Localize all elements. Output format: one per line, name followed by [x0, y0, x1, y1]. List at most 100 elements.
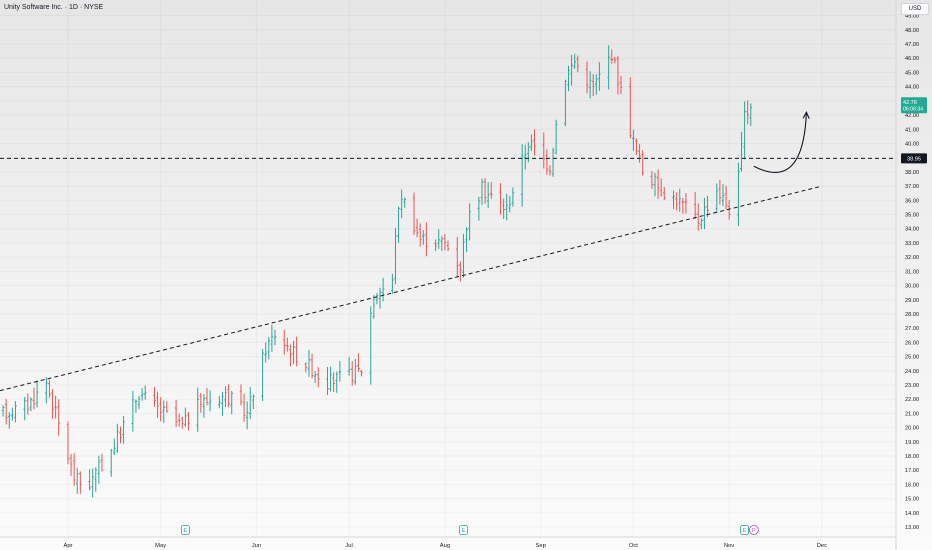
- ohlc-bar: [329, 366, 332, 392]
- ohlc-bar: [51, 389, 54, 419]
- ohlc-bar: [749, 103, 753, 126]
- price-tick-label: 27.00: [905, 326, 919, 332]
- price-tick-label: 45.00: [905, 70, 919, 76]
- price-tick-label: 24.00: [905, 369, 919, 375]
- ohlc-bar: [316, 367, 320, 388]
- ohlc-bar: [375, 293, 379, 305]
- ohlc-bar: [480, 178, 484, 205]
- ohlc-bar: [446, 240, 450, 251]
- price-tick-label: 26.00: [905, 340, 919, 346]
- ohlc-bar: [109, 448, 113, 477]
- ohlc-bar: [508, 196, 512, 213]
- ohlc-bar: [740, 131, 743, 172]
- ohlc-bar: [675, 192, 678, 211]
- price-tick-label: 31.00: [905, 269, 919, 275]
- ohlc-bar: [653, 172, 657, 197]
- earnings-badge[interactable]: E: [180, 525, 190, 535]
- ohlc-bar: [486, 182, 490, 209]
- ohlc-bar: [79, 471, 82, 495]
- time-axis[interactable]: Apr May Jun Jul Aug Sep Oct Nov Dec: [0, 536, 896, 549]
- rising-trendline[interactable]: [0, 185, 822, 392]
- ohlc-bar: [307, 349, 311, 377]
- ohlc-bar: [91, 468, 94, 498]
- symbol-title[interactable]: Unity Software Inc. · 1D · NYSE: [4, 4, 104, 11]
- ohlc-bar: [286, 337, 289, 352]
- price-tick-label: 36.00: [905, 198, 919, 204]
- price-tick-label: 34.00: [905, 227, 919, 233]
- ohlc-bar: [381, 277, 385, 302]
- price-tick-label: 40.00: [905, 141, 919, 147]
- ohlc-bar: [696, 203, 700, 231]
- currency-button[interactable]: USD: [901, 3, 929, 15]
- badge-frame: [459, 525, 468, 535]
- earnings-badge[interactable]: E: [740, 525, 750, 535]
- ohlc-bar: [737, 162, 740, 227]
- ohlc-bar: [310, 353, 314, 379]
- price-tick-label: 13.00: [905, 525, 919, 531]
- price-tick-label: 19.00: [905, 440, 919, 446]
- ohlc-bars: [1, 45, 753, 498]
- ohlc-bar: [542, 132, 546, 169]
- ohlc-bar: [162, 400, 166, 423]
- ohlc-bar: [641, 150, 644, 176]
- ohlc-bar: [202, 394, 206, 418]
- price-axis[interactable]: 13.00 14.00 15.00 16.00 17.00 18.00 19.00 20.00…: [895, 0, 919, 550]
- ohlc-bar: [635, 138, 638, 155]
- price-tick-label: 14.00: [905, 511, 919, 517]
- price-tick-label: 28.00: [905, 312, 919, 318]
- time-tick-label: Nov: [724, 543, 734, 549]
- price-tick-label: 46.00: [905, 56, 919, 62]
- projection-arrow-curve[interactable]: [753, 112, 807, 173]
- ohlc-bar: [267, 337, 271, 360]
- ohlc-bar: [54, 395, 57, 419]
- ohlc-bar: [122, 416, 125, 444]
- grid-layer: [0, 0, 896, 537]
- ohlc-bar: [273, 329, 277, 346]
- ohlc-bar: [656, 169, 660, 199]
- ohlc-bar: [7, 412, 11, 429]
- arrow-head-icon: [802, 110, 810, 119]
- price-tick-label: 30.00: [905, 284, 919, 290]
- ohlc-bar: [403, 197, 407, 208]
- ohlc-bar: [706, 195, 709, 218]
- ohlc-bar: [282, 329, 286, 355]
- ohlc-bar: [659, 178, 663, 197]
- ohlc-bar: [425, 222, 428, 257]
- price-tick-label: 29.00: [905, 298, 919, 304]
- ohlc-bar: [32, 387, 36, 410]
- ohlc-bar: [134, 399, 138, 413]
- ohlc-bar: [69, 454, 73, 476]
- ohlc-bar: [400, 189, 403, 219]
- ohlc-bar: [693, 192, 697, 219]
- last-price-label: 42.76: [903, 100, 917, 106]
- price-tick-label: 16.00: [905, 482, 919, 488]
- ohlc-bar: [412, 192, 416, 235]
- event-badge[interactable]: P: [748, 525, 759, 535]
- ohlc-bar: [26, 393, 30, 415]
- ohlc-bar: [295, 336, 298, 367]
- ohlc-bar: [261, 349, 264, 402]
- ohlc-bar: [187, 411, 190, 431]
- bar-countdown-label: 06:06:34: [903, 106, 923, 112]
- ohlc-bar: [338, 361, 342, 382]
- ohlc-bar: [57, 399, 61, 436]
- earnings-badge[interactable]: E: [459, 525, 468, 535]
- price-tick-label: 32.00: [905, 255, 919, 261]
- ohlc-bar: [530, 134, 533, 152]
- ohlc-bar: [159, 397, 162, 422]
- ohlc-bar: [672, 190, 675, 210]
- ohlc-bar: [196, 387, 200, 432]
- price-tick-label: 21.00: [905, 411, 919, 417]
- ohlc-bar: [483, 178, 487, 204]
- ohlc-bar: [227, 384, 230, 408]
- ohlc-bar: [743, 101, 746, 160]
- ohlc-bar: [23, 397, 27, 421]
- time-tick-label: Oct: [629, 543, 638, 549]
- ohlc-bar: [591, 74, 595, 96]
- ohlc-bar: [313, 371, 317, 383]
- ohlc-bar: [326, 367, 329, 396]
- ohlc-bar: [252, 394, 255, 410]
